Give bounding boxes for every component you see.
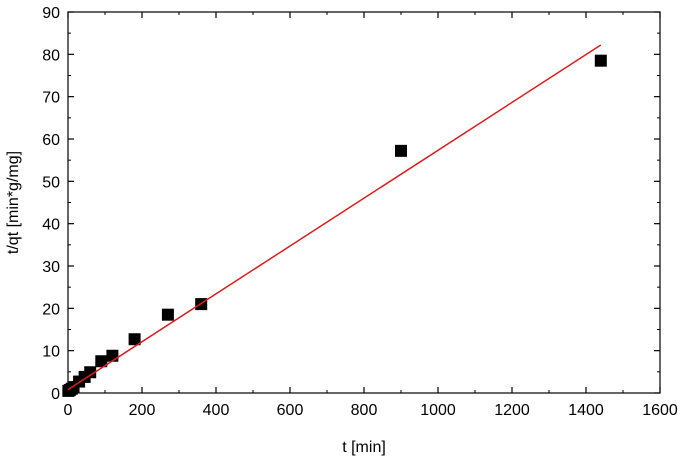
x-tick-label: 800: [351, 402, 378, 419]
y-tick-label: 40: [42, 217, 60, 234]
x-tick-label: 200: [129, 402, 156, 419]
plot-frame: [67, 11, 661, 394]
data-point: [594, 54, 607, 67]
y-tick-label: 70: [42, 90, 60, 107]
data-point: [84, 366, 97, 379]
data-point: [106, 349, 119, 362]
y-tick-label: 10: [42, 344, 60, 361]
y-tick-label: 30: [42, 259, 60, 276]
y-tick-label: 80: [42, 47, 60, 64]
y-tick-label: 20: [42, 301, 60, 318]
y-axis-title: t/qt [min*g/mg]: [5, 151, 22, 254]
y-tick-label: 90: [42, 5, 60, 22]
fit-line: [67, 44, 602, 391]
y-tick-label: 60: [42, 132, 60, 149]
data-point: [128, 333, 141, 346]
x-tick-label: 400: [203, 402, 230, 419]
data-point: [395, 144, 407, 157]
plot-layer: 0 200 400 600 800 1000 1200 1400 1600 0 10 20 30 40 50…: [42, 5, 678, 419]
x-tick-label: 1600: [642, 402, 678, 419]
x-axis-title: t [min]: [342, 439, 386, 456]
data-point: [161, 308, 174, 321]
x-tick-label: 1000: [420, 402, 456, 419]
x-tick-label: 600: [277, 402, 304, 419]
x-tick-label: 1200: [494, 402, 530, 419]
x-tick-label: 1400: [568, 402, 604, 419]
y-tick-label: 0: [51, 386, 60, 403]
data-point: [95, 355, 108, 368]
y-tick-label: 50: [42, 174, 60, 191]
x-tick-label: 0: [64, 402, 73, 419]
